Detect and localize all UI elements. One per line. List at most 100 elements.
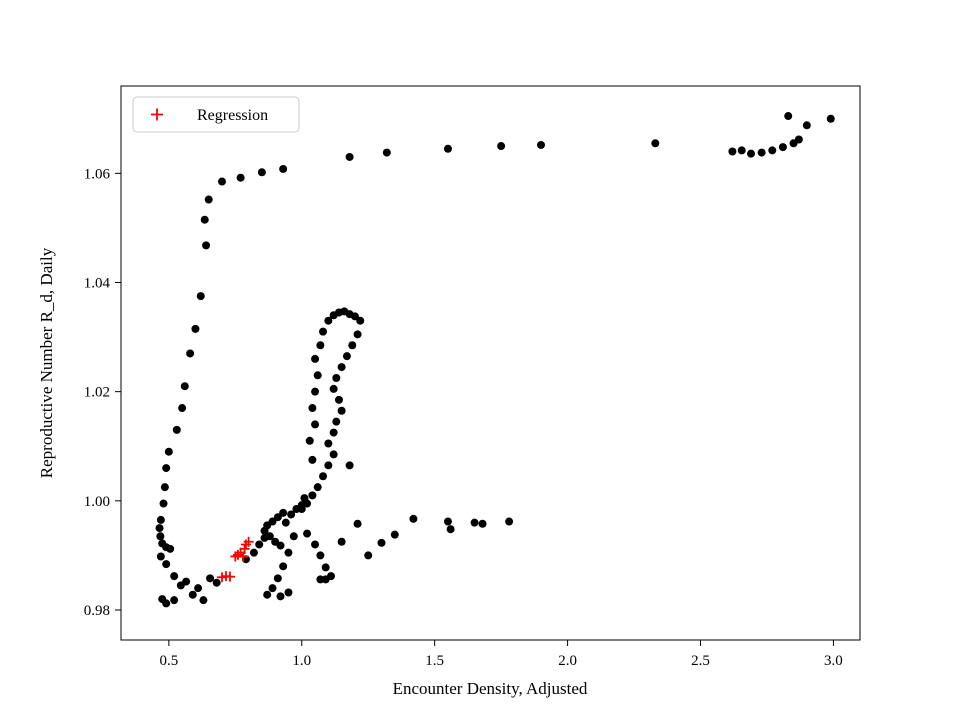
scatter-point	[300, 494, 309, 503]
regression-point	[224, 571, 235, 582]
scatter-point	[199, 596, 208, 605]
scatter-point	[303, 529, 312, 538]
regression-point	[239, 543, 250, 554]
scatter-point	[268, 584, 277, 593]
scatter-point	[794, 135, 803, 144]
scatter-point	[337, 406, 346, 415]
scatter-point	[279, 508, 288, 517]
scatter-point	[162, 560, 171, 569]
scatter-point	[284, 588, 293, 597]
scatter-point	[313, 483, 322, 492]
scatter-point	[321, 575, 330, 584]
x-tick-label: 2.5	[691, 653, 710, 669]
scatter-point	[470, 518, 479, 527]
scatter-point	[311, 387, 320, 396]
scatter-point	[311, 354, 320, 363]
scatter-point	[332, 417, 341, 426]
scatter-point	[257, 168, 266, 177]
y-tick-label: 1.02	[84, 385, 110, 401]
scatter-point	[191, 324, 200, 333]
scatter-point	[651, 139, 660, 148]
scatter-point	[308, 491, 317, 500]
scatter-point	[263, 590, 272, 599]
scatter-point	[778, 143, 787, 152]
legend: Regression	[132, 96, 300, 133]
scatter-point	[353, 519, 362, 528]
plus-icon	[151, 108, 163, 121]
scatter-point	[342, 352, 351, 361]
scatter-point	[166, 544, 175, 553]
scatter-point	[757, 148, 766, 157]
scatter-point	[443, 517, 452, 526]
scatter-point	[170, 572, 179, 581]
scatter-point	[768, 146, 777, 155]
scatter-point	[826, 114, 835, 123]
scatter-point	[178, 404, 187, 413]
scatter-point	[446, 525, 455, 534]
legend-box	[132, 96, 300, 133]
scatter-point	[505, 517, 514, 526]
scatter-point	[319, 472, 328, 481]
scatter-point	[196, 292, 205, 301]
scatter-point	[337, 537, 346, 546]
y-tick-label: 1.06	[84, 166, 111, 182]
x-tick-label: 2.0	[558, 653, 577, 669]
scatter-point	[350, 312, 359, 321]
scatter-point	[218, 177, 227, 186]
scatter-point	[249, 548, 258, 557]
scatter-point	[737, 146, 746, 155]
scatter-point	[279, 164, 288, 173]
scatter-point	[308, 455, 317, 464]
scatter-point	[348, 341, 357, 350]
scatter-point	[316, 341, 325, 350]
scatter-point	[159, 499, 168, 508]
scatter-point	[287, 510, 296, 519]
x-axis-label: Encounter Density, Adjusted	[393, 679, 588, 698]
scatter-point	[200, 215, 209, 224]
regression-point	[243, 536, 254, 547]
scatter-point	[311, 540, 320, 549]
scatter-point	[180, 382, 189, 391]
scatter-point	[356, 316, 365, 325]
scatter-point	[390, 530, 399, 539]
scatter-point	[305, 436, 314, 445]
scatter-point	[155, 524, 164, 533]
scatter-point	[212, 578, 221, 587]
scatter-point	[802, 121, 811, 130]
scatter-point	[409, 514, 418, 523]
scatter-point	[308, 404, 317, 413]
x-tick-label: 3.0	[824, 653, 843, 669]
scatter-point	[284, 548, 293, 557]
scatter-point	[728, 147, 737, 156]
scatter-point	[188, 590, 197, 599]
scatter-point	[321, 563, 330, 572]
scatter-point	[164, 447, 173, 456]
x-tick-label: 1.5	[425, 653, 444, 669]
scatter-point	[156, 515, 165, 524]
scatter-point	[255, 540, 264, 549]
scatter-point	[156, 552, 165, 561]
y-tick-label: 1.04	[84, 275, 111, 291]
scatter-point	[324, 461, 333, 470]
scatter-point	[311, 420, 320, 429]
scatter-point	[260, 533, 269, 542]
scatter-point	[784, 112, 793, 121]
scatter-point	[204, 195, 213, 204]
y-tick-label: 0.98	[84, 603, 110, 619]
scatter-point	[316, 551, 325, 560]
scatter-point	[337, 363, 346, 372]
scatter-point	[364, 551, 373, 560]
scatter-point	[334, 395, 343, 404]
scatter-point	[329, 384, 338, 393]
scatter-point	[206, 574, 215, 583]
scatter-point	[279, 562, 288, 571]
x-tick-label: 1.0	[292, 653, 311, 669]
scatter-point	[478, 519, 487, 528]
y-axis-label: Reproductive Number R_d, Daily	[37, 247, 56, 478]
scatter-point	[329, 450, 338, 459]
scatter-point	[273, 574, 282, 583]
scatter-point	[329, 428, 338, 437]
scatter-point	[202, 241, 211, 250]
